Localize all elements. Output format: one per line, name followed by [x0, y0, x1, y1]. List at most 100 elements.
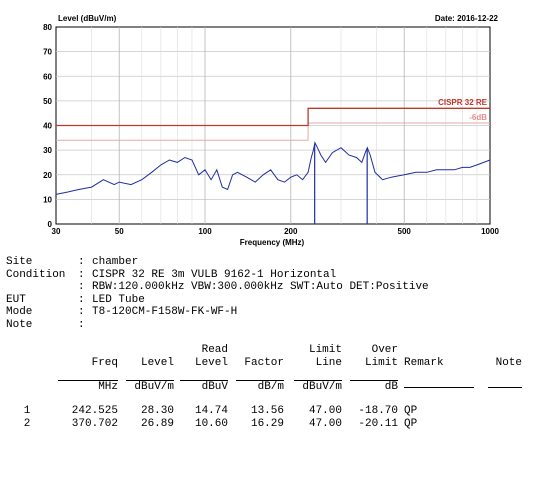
info-colon: :	[78, 293, 85, 306]
unit-label	[488, 387, 522, 388]
info-value: LED Tube	[92, 293, 145, 306]
table-row-cell: -18.70	[358, 405, 398, 418]
table-row-cell: QP	[404, 418, 418, 431]
table-row-cell: 47.00	[308, 405, 342, 418]
y-tick-label: 10	[43, 195, 52, 204]
table-row-cell	[478, 418, 522, 431]
table-header-gap	[6, 370, 522, 380]
table-header-row-1-cell	[118, 344, 174, 357]
table-header-row-1-cell: Read	[201, 343, 228, 356]
unit-label: MHz	[58, 379, 118, 394]
date-label: Date: 2016-12-22	[435, 14, 499, 23]
unit-label: dB/m	[236, 379, 284, 394]
info-row: Mode: T8-120CM-F158W-FK-WF-H	[6, 306, 550, 319]
info-key: Site	[6, 256, 33, 268]
info-value: T8-120CM-F158W-FK-WF-H	[92, 306, 238, 318]
table-header-row-2-cell: Factor	[244, 356, 284, 369]
x-tick-label: 500	[398, 227, 412, 236]
info-key: Condition	[6, 268, 66, 281]
x-tick-label: 30	[52, 227, 61, 236]
table-row: 1 242.525 28.30 14.74 13.56 47.00 -18.70 QP	[6, 405, 522, 418]
table-header-row-2-cell: Line	[315, 356, 342, 369]
info-colon: :	[78, 318, 85, 331]
marker-lines	[314, 144, 368, 224]
table-row-cell: 1	[23, 405, 31, 418]
table-header-row-1-cell: Limit	[308, 343, 342, 356]
table-header-row-2-cell: Remark	[404, 356, 444, 369]
unit-label: dBuV/m	[126, 379, 174, 394]
limit-lines	[56, 107, 490, 141]
table-row-cell: 14.74	[194, 405, 228, 418]
y-tick-label: 50	[43, 97, 52, 106]
table-units-cell: dBuV	[174, 379, 228, 394]
table-header-row-2-cell: Level	[194, 356, 228, 369]
table-row-cell: 10.60	[194, 418, 228, 431]
emission-chart: 0 10 20 30 40 50 60 70 80 30 50 100 200 500 1000 Leve…	[43, 14, 500, 247]
limit-line	[56, 107, 490, 127]
table-header-row-1-cell	[48, 344, 118, 357]
table-row-cell	[478, 405, 522, 418]
table-units-cell	[478, 380, 522, 394]
table-header-row-1-cell	[6, 344, 48, 357]
unit-label: dBuV	[180, 379, 228, 394]
unit-label: dB	[350, 379, 398, 394]
table-row-cell: 2	[23, 418, 31, 431]
series-group	[55, 141, 491, 195]
table-row-cell: QP	[404, 405, 418, 418]
table-header-row-2-cell	[6, 357, 48, 370]
x-tick-label: 1000	[481, 227, 499, 236]
x-axis-label: Frequency (MHz)	[240, 238, 305, 247]
table-header-row-2-cell: Limit	[364, 356, 398, 369]
table-header-row-2-cell: Level	[140, 356, 174, 369]
info-key: EUT	[6, 293, 26, 306]
x-tick-label: 200	[284, 227, 298, 236]
y-tick-label: 20	[43, 171, 52, 180]
y-tick-label: 0	[48, 220, 53, 229]
info-row: Condition: CISPR 32 RE 3m VULB 9162-1 Hor…	[6, 269, 550, 282]
table-units-cell: MHz	[48, 379, 118, 394]
y-axis-label: Level (dBuV/m)	[58, 14, 117, 23]
measurement-table: Read Limit Over Freq Level Level Factor Line Lim…	[6, 344, 522, 432]
table-row: 2 370.702 26.89 10.60 16.29 47.00 -20.11 QP	[6, 418, 522, 431]
info-row: : RBW:120.000kHz VBW:300.000kHz SWT:Auto …	[6, 281, 550, 294]
table-header-row-2-cell: Note	[495, 356, 522, 369]
y-tick-label: 40	[43, 122, 52, 131]
info-value: chamber	[92, 256, 139, 268]
table-units-cell: dBuV/m	[118, 379, 174, 394]
y-tick-labels: 0 10 20 30 40 50 60 70 80	[43, 23, 52, 229]
table-units-row: MHz dBuV/m dBuV dB/m dBuV/m dB	[6, 379, 522, 394]
table-row-cell: 242.525	[71, 405, 118, 418]
table-row-cell: 16.29	[250, 418, 284, 431]
series-line	[55, 141, 491, 195]
table-units-cell: dB/m	[228, 379, 284, 394]
info-row: EUT: LED Tube	[6, 294, 550, 307]
info-colon: :	[78, 281, 85, 293]
table-header-row-1-cell	[478, 344, 522, 357]
spacer	[6, 331, 550, 344]
info-colon: :	[78, 306, 85, 318]
table-row-cell: 47.00	[308, 418, 342, 431]
margin-line	[56, 122, 490, 141]
info-colon: :	[78, 256, 85, 268]
gap-cell	[6, 370, 522, 380]
table-header-row-1-cell	[398, 344, 478, 357]
info-key: Note	[6, 318, 33, 331]
x-tick-labels: 30 50 100 200 500 1000	[52, 227, 500, 236]
y-tick-label: 80	[43, 23, 52, 32]
table-header-row-2: Freq Level Level Factor Line Limit Remark Note	[6, 357, 522, 370]
x-tick-label: 50	[115, 227, 124, 236]
unit-label: dBuV/m	[294, 379, 342, 394]
info-value: RBW:120.000kHz VBW:300.000kHz SWT:Auto D…	[92, 281, 429, 293]
table-header-row-1: Read Limit Over	[6, 344, 522, 357]
info-colon: :	[78, 268, 85, 281]
y-tick-label: 30	[43, 146, 52, 155]
table-units-cell	[398, 380, 478, 394]
table-row-cell: 13.56	[250, 405, 284, 418]
info-row: Note:	[6, 319, 550, 332]
table-units-cell: dBuV/m	[284, 379, 342, 394]
y-tick-label: 70	[43, 48, 52, 57]
table-header-row-2-cell: Freq	[91, 356, 118, 369]
limit-line-label: CISPR 32 RE	[438, 98, 488, 107]
table-row-cell: 28.30	[140, 405, 174, 418]
info-row: Site: chamber	[6, 256, 550, 269]
